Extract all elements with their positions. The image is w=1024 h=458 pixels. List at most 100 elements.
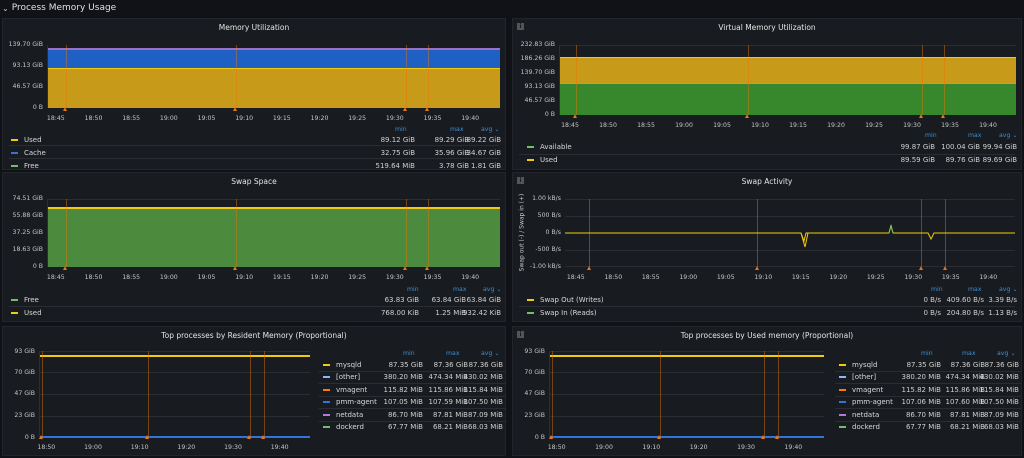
legend-value-min: 115.82 MiB	[383, 385, 423, 394]
annotation-icon[interactable]	[761, 435, 765, 439]
panel-top-used-memory[interactable]: i Top processes by Used memory (Proporti…	[512, 326, 1022, 456]
legend-value-max: 87.36 GiB	[433, 360, 468, 369]
plot-area[interactable]	[565, 199, 1015, 267]
annotation-icon[interactable]	[145, 435, 149, 439]
legend-item[interactable]: dockerd 67.77 MiB 68.21 MiB 68.03 MiB	[323, 423, 505, 432]
plot-area[interactable]	[39, 351, 310, 438]
legend-swatch	[11, 138, 18, 141]
legend-header-max[interactable]: max	[968, 286, 982, 293]
legend-item-cache[interactable]: Cache 32.75 GiB 35.96 GiB 34.67 GiB	[11, 148, 501, 157]
legend-header-avg[interactable]: avg ⌄	[481, 350, 500, 357]
annotation-icon[interactable]	[549, 435, 553, 439]
plot-area[interactable]	[559, 45, 1016, 115]
annotation-icon[interactable]	[943, 266, 947, 270]
annotation-icon[interactable]	[63, 107, 67, 111]
legend-header-max[interactable]: max	[962, 350, 976, 357]
legend-item[interactable]: dockerd 67.77 MiB 68.21 MiB 68.03 MiB	[839, 423, 1021, 432]
legend-item-free[interactable]: Free 63.83 GiB 63.84 GiB 63.84 GiB	[11, 295, 501, 304]
info-icon[interactable]: i	[517, 23, 524, 30]
legend-item[interactable]: [other] 380.20 MiB 474.34 MiB 430.02 MiB	[323, 373, 505, 382]
annotation-icon[interactable]	[247, 435, 251, 439]
annotation-icon[interactable]	[745, 114, 749, 118]
legend-header-min[interactable]: min	[403, 350, 415, 357]
row-header[interactable]: ⌄ Process Memory Usage	[0, 0, 1024, 16]
chevron-down-icon[interactable]: ⌄	[2, 3, 9, 13]
legend-label: Used	[540, 155, 558, 164]
series-free	[48, 48, 500, 50]
plot-area[interactable]	[549, 351, 824, 438]
panel-swap-space[interactable]: Swap Space 74.51 GiB 55.88 GiB 37.25 GiB…	[2, 172, 506, 322]
legend-item[interactable]: pmm-agent 107.06 MiB 107.60 MiB 107.50 MiB	[839, 398, 1021, 407]
annotation-icon[interactable]	[919, 266, 923, 270]
annotation-icon[interactable]	[63, 266, 67, 270]
y-tick: 70 GiB	[524, 369, 545, 376]
panel-top-resident-memory[interactable]: Top processes by Resident Memory (Propor…	[2, 326, 506, 456]
annotation-icon[interactable]	[657, 435, 661, 439]
annotation-icon[interactable]	[403, 266, 407, 270]
legend-header-max[interactable]: max	[453, 286, 467, 293]
legend-header-max[interactable]: max	[968, 132, 982, 139]
legend-header-min[interactable]: min	[921, 350, 933, 357]
panel-memory-utilization[interactable]: Memory Utilization 139.70 GiB 93.13 GiB …	[2, 18, 506, 170]
annotation-icon[interactable]	[233, 266, 237, 270]
annotation-icon[interactable]	[573, 114, 577, 118]
legend-item-swap-in[interactable]: Swap In (Reads) 0 B/s 204.80 B/s 1.13 B/…	[527, 308, 1017, 317]
x-tick: 19:30	[224, 444, 242, 451]
x-tick: 19:30	[903, 122, 921, 129]
annotation-icon[interactable]	[403, 107, 407, 111]
legend-item[interactable]: netdata 86.70 MiB 87.81 MiB 87.09 MiB	[323, 410, 505, 419]
annotation-icon[interactable]	[261, 435, 265, 439]
annotation-icon[interactable]	[919, 114, 923, 118]
legend-value-avg: 87.09 MiB	[467, 410, 503, 419]
x-tick: 18:50	[604, 274, 623, 281]
legend-item[interactable]: netdata 86.70 MiB 87.81 MiB 87.09 MiB	[839, 410, 1021, 419]
legend-header-min[interactable]: min	[925, 132, 937, 139]
annotation-marker	[406, 45, 407, 108]
legend-item-available[interactable]: Available 99.87 GiB 100.04 GiB 99.94 GiB	[527, 142, 1017, 151]
legend-item-used[interactable]: Used 89.59 GiB 89.76 GiB 89.69 GiB	[527, 155, 1017, 164]
legend-header-max[interactable]: max	[446, 350, 460, 357]
annotation-icon[interactable]	[775, 435, 779, 439]
legend-value-max: 474.34 MiB	[428, 373, 468, 381]
legend-header-min[interactable]: min	[395, 126, 407, 133]
info-icon[interactable]: i	[517, 331, 524, 338]
legend-header-max[interactable]: max	[450, 126, 464, 133]
annotation-icon[interactable]	[425, 266, 429, 270]
legend-swatch	[323, 376, 330, 378]
legend-item-swap-out[interactable]: Swap Out (Writes) 0 B/s 409.60 B/s 3.39 …	[527, 295, 1017, 304]
x-tick: 18:50	[84, 274, 103, 281]
y-tick: 93.13 GiB	[12, 62, 43, 69]
annotation-icon[interactable]	[39, 435, 43, 439]
plot-area[interactable]	[47, 45, 500, 108]
legend-header-min[interactable]: min	[931, 286, 943, 293]
legend-header-avg[interactable]: avg ⌄	[999, 132, 1018, 139]
x-tick: 19:20	[829, 274, 848, 281]
annotation-icon[interactable]	[755, 266, 759, 270]
info-icon[interactable]: i	[517, 177, 524, 184]
plot-area[interactable]	[47, 199, 500, 267]
panel-swap-activity[interactable]: i Swap Activity Swap out (-) / Swap in (…	[512, 172, 1022, 322]
legend-item-used[interactable]: Used 89.12 GiB 89.29 GiB 89.22 GiB	[11, 135, 501, 144]
legend-value-avg: 87.36 GiB	[468, 360, 503, 369]
legend-item[interactable]: vmagent 115.82 MiB 115.86 MiB 115.84 MiB	[839, 385, 1021, 394]
legend-item-used[interactable]: Used 768.00 KiB 1.25 MiB 932.42 KiB	[11, 308, 501, 317]
annotation-icon[interactable]	[587, 266, 591, 270]
legend-item[interactable]: pmm-agent 107.05 MiB 107.59 MiB 107.50 MiB	[323, 398, 505, 407]
legend-header-avg[interactable]: avg ⌄	[997, 350, 1016, 357]
legend-item[interactable]: mysqld 87.35 GiB 87.36 GiB 87.36 GiB	[323, 360, 505, 369]
legend-value-max: 87.36 GiB	[950, 360, 985, 369]
panel-virtual-memory-utilization[interactable]: i Virtual Memory Utilization 232.83 GiB …	[512, 18, 1022, 170]
annotation-icon[interactable]	[941, 114, 945, 118]
x-tick: 19:25	[348, 115, 367, 122]
legend-header-min[interactable]: min	[407, 286, 419, 293]
annotation-icon[interactable]	[425, 107, 429, 111]
legend-header-avg[interactable]: avg ⌄	[481, 126, 500, 133]
y-tick: 0 B	[32, 104, 43, 111]
legend-item[interactable]: vmagent 115.82 MiB 115.86 MiB 115.84 MiB	[323, 385, 505, 394]
legend-header-avg[interactable]: avg ⌄	[999, 286, 1018, 293]
annotation-icon[interactable]	[233, 107, 237, 111]
legend-header-avg[interactable]: avg ⌄	[483, 286, 502, 293]
legend-item[interactable]: mysqld 87.35 GiB 87.36 GiB 87.36 GiB	[839, 360, 1021, 369]
legend-item-free[interactable]: Free 519.64 MiB 3.78 GiB 1.81 GiB	[11, 161, 501, 169]
legend-item[interactable]: [other] 380.20 MiB 474.34 MiB 430.02 MiB	[839, 373, 1021, 382]
